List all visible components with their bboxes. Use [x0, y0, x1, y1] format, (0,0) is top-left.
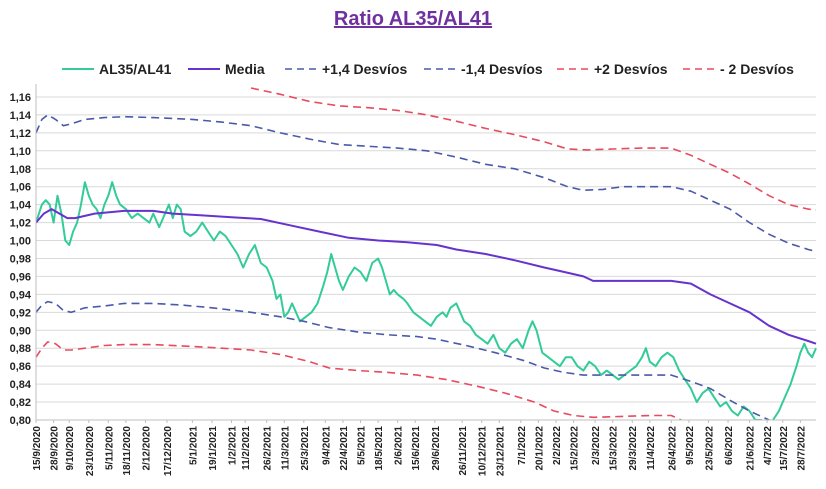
x-tick-label: 28/9/2020: [50, 426, 61, 471]
y-tick-label: 1,14: [10, 110, 32, 122]
x-tick-label: 26/4/2022: [667, 426, 678, 471]
legend-label-5: - 2 Desvíos: [720, 61, 794, 77]
y-tick-label: 0,88: [10, 343, 31, 355]
x-tick-label: 11/3/2021: [280, 426, 291, 470]
y-tick-label: 1,00: [10, 236, 31, 248]
x-tick-label: 26/2/2021: [263, 426, 274, 471]
series-line-0: [36, 181, 817, 420]
x-tick-label: 10/12/2021: [478, 426, 489, 476]
y-tick-label: 1,02: [10, 218, 31, 230]
series-line-3: [36, 300, 772, 420]
x-tick-label: 6/6/2022: [724, 426, 735, 465]
y-tick-label: 1,06: [10, 182, 31, 194]
x-tick-label: 15/2/2022: [570, 426, 581, 471]
legend: AL35/AL41 Media +1,4 Desvíos -1,4 Desvíos +2…: [62, 61, 794, 77]
x-tick-label: 29/3/2022: [628, 426, 639, 471]
series-layer: [36, 87, 817, 420]
y-tick-label: 0,94: [10, 289, 32, 301]
x-tick-label: 25/3/2021: [300, 426, 311, 471]
x-tick-label: 26/11/2021: [458, 426, 469, 476]
y-tick-label: 0,84: [10, 379, 32, 391]
legend-label-4: +2 Desvíos: [594, 61, 668, 77]
x-tick-label: 9/5/2022: [685, 426, 696, 465]
x-tick-label: 15/7/2022: [779, 426, 790, 471]
x-tick-label: 9/4/2021: [321, 426, 332, 465]
legend-label-3: -1,4 Desvíos: [461, 61, 543, 77]
y-tick-label: 1,04: [10, 200, 32, 212]
x-tick-label: 19/1/2021: [208, 426, 219, 471]
x-tick-label: 11/2/2021: [241, 426, 252, 470]
y-tick-label: 0,98: [10, 253, 31, 265]
chart-title: Ratio AL35/AL41: [333, 8, 493, 30]
x-tick-label: 2/12/2020: [141, 426, 152, 471]
x-tick-label: 17/12/2020: [163, 426, 174, 476]
y-tick-label: 1,08: [10, 164, 31, 176]
x-tick-label: 9/10/2020: [65, 426, 76, 471]
y-tick-label: 0,90: [10, 325, 31, 337]
x-tick-label: 5/5/2021: [357, 426, 368, 465]
x-tick-label: 2/3/2022: [591, 426, 602, 465]
x-tick-label: 2/2/2022: [552, 426, 563, 465]
x-tick-label: 23/5/2022: [704, 426, 715, 471]
x-tick-label: 15/3/2022: [609, 426, 620, 471]
x-tick-label: 18/11/2020: [122, 426, 133, 476]
y-tick-label: 0,92: [10, 307, 31, 319]
legend-label-0: AL35/AL41: [99, 61, 172, 77]
x-tick-label: 4/7/2022: [763, 426, 774, 465]
x-tick-label: 15/9/2020: [32, 426, 43, 471]
series-line-1: [36, 208, 817, 345]
x-tick-label: 18/5/2021: [374, 426, 385, 471]
y-tick-label: 1,12: [10, 128, 31, 140]
x-tick-label: 1/2/2021: [227, 426, 238, 465]
x-tick-label: 2/6/2021: [394, 426, 405, 465]
series-line-5: [36, 341, 682, 420]
x-tick-label: 29/6/2021: [431, 426, 442, 471]
legend-label-2: +1,4 Desvíos: [322, 61, 407, 77]
legend-label-1: Media: [225, 61, 265, 77]
y-tick-label: 0,86: [10, 361, 31, 373]
x-tick-label: 11/4/2022: [646, 426, 657, 470]
x-tick-label: 15/6/2021: [411, 426, 422, 471]
axis-layer: 0,80 0,82 0,84 0,86 0,88 0,90 0,92 0,94 0,96 0,98…: [10, 84, 816, 476]
y-tick-label: 0,80: [10, 415, 31, 427]
x-tick-label: 23/10/2020: [85, 426, 96, 476]
x-tick-label: 5/11/2020: [104, 426, 115, 470]
x-tick-label: 7/1/2022: [517, 426, 528, 465]
y-tick-label: 0,96: [10, 271, 31, 283]
x-tick-label: 23/12/2021: [495, 426, 506, 476]
series-line-4: [250, 87, 817, 211]
y-tick-label: 0,82: [10, 397, 31, 409]
grid-layer: [36, 96, 816, 421]
y-tick-label: 1,16: [10, 92, 31, 104]
x-tick-label: 5/1/2021: [188, 426, 199, 465]
x-tick-label: 20/1/2022: [534, 426, 545, 471]
x-tick-label: 21/6/2022: [746, 426, 757, 471]
series-line-2: [36, 114, 817, 253]
x-tick-label: 28/7/2022: [796, 426, 807, 471]
x-tick-label: 22/4/2021: [339, 426, 350, 471]
y-tick-label: 1,10: [10, 146, 31, 158]
